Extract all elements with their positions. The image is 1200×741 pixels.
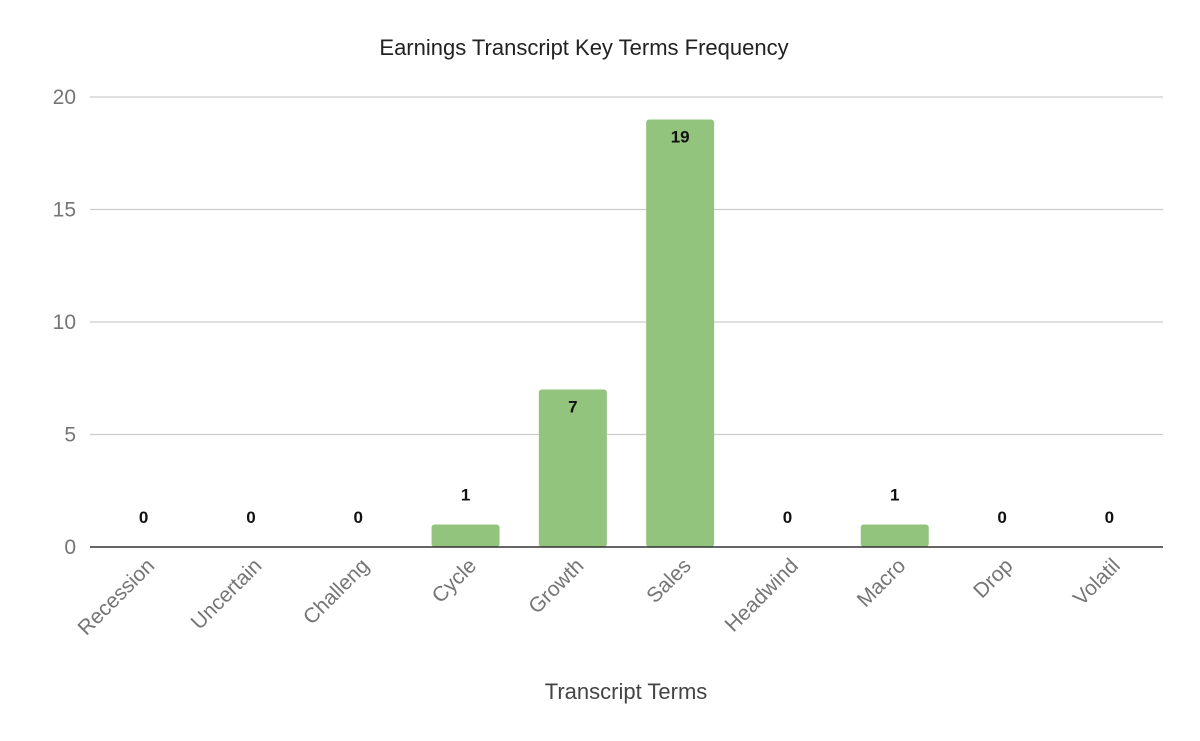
x-tick-label: Cycle [428, 554, 481, 607]
y-axis-ticks: 0 5 10 15 20 [53, 86, 76, 559]
bars [431, 119, 929, 547]
data-label: 1 [890, 486, 899, 505]
x-tick-label: Volatil [1069, 554, 1125, 610]
x-tick-label: Recession [74, 554, 160, 640]
data-label: 0 [354, 508, 363, 527]
x-tick-label: Drop [969, 554, 1017, 602]
data-labels: 0 0 0 1 7 19 0 1 0 0 [139, 128, 1114, 528]
x-tick-label: Macro [853, 554, 911, 612]
x-tick-label: Headwind [721, 554, 803, 636]
chart-title: Earnings Transcript Key Terms Frequency [379, 35, 788, 60]
data-label: 19 [671, 128, 690, 147]
x-axis-ticks: Recession Uncertain Challeng Cycle Growth Sal… [74, 554, 1125, 640]
data-label: 7 [568, 398, 577, 417]
y-tick-label: 0 [64, 536, 76, 559]
y-tick-label: 10 [53, 311, 76, 334]
data-label: 0 [997, 508, 1006, 527]
data-label: 0 [783, 508, 792, 527]
x-axis-title: Transcript Terms [545, 679, 708, 704]
data-label: 1 [461, 486, 470, 505]
bar-macro [860, 524, 929, 547]
x-tick-label: Sales [642, 554, 695, 607]
gridlines [90, 96, 1163, 436]
y-tick-label: 20 [53, 86, 76, 109]
bar-sales [646, 119, 715, 547]
bar-cycle [431, 524, 500, 547]
x-tick-label: Challeng [299, 554, 374, 629]
x-tick-label: Uncertain [187, 554, 267, 634]
data-label: 0 [139, 508, 148, 527]
y-tick-label: 15 [53, 199, 76, 222]
bar-growth [538, 389, 607, 547]
y-tick-label: 5 [64, 424, 76, 447]
data-label: 0 [1105, 508, 1114, 527]
data-label: 0 [246, 508, 255, 527]
x-tick-label: Growth [524, 554, 588, 618]
